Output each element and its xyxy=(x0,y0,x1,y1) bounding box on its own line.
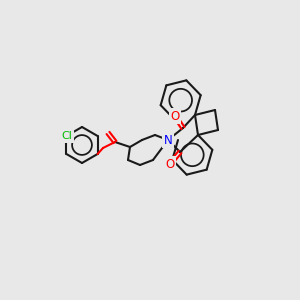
Text: O: O xyxy=(165,158,175,170)
Text: O: O xyxy=(170,110,180,122)
Text: N: N xyxy=(164,134,172,146)
Text: Cl: Cl xyxy=(61,131,72,141)
